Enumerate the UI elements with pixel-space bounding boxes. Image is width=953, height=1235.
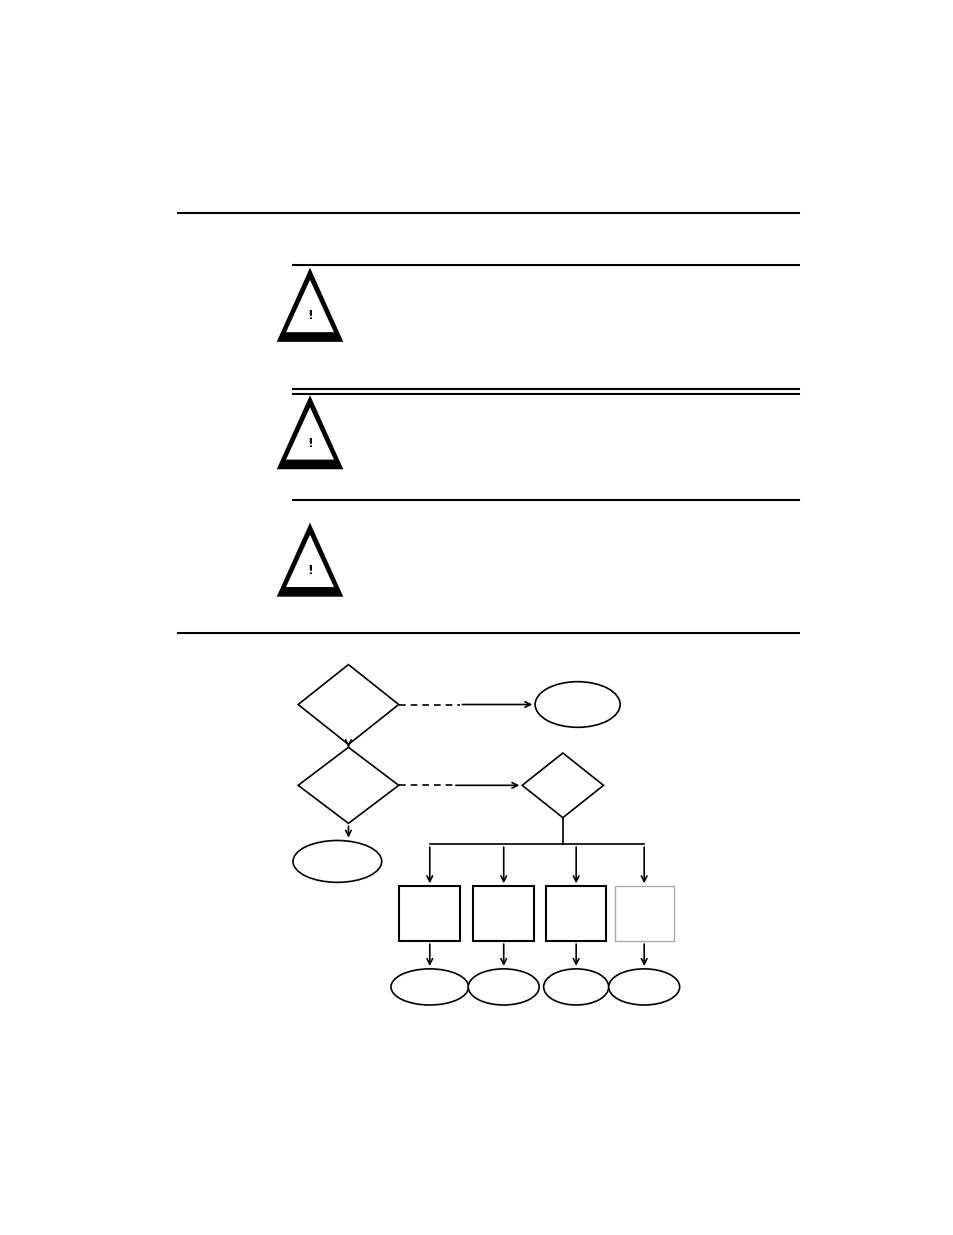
Polygon shape: [276, 395, 343, 469]
Text: !: !: [307, 437, 313, 450]
Bar: [614, 887, 673, 941]
Polygon shape: [298, 747, 398, 824]
Text: !: !: [307, 564, 313, 577]
Bar: [545, 887, 606, 941]
Bar: [473, 887, 534, 941]
Polygon shape: [521, 753, 603, 818]
Bar: [399, 887, 459, 941]
Ellipse shape: [543, 969, 608, 1005]
Polygon shape: [276, 268, 343, 342]
Ellipse shape: [535, 682, 619, 727]
Ellipse shape: [468, 969, 538, 1005]
Polygon shape: [298, 664, 398, 745]
Polygon shape: [276, 522, 343, 597]
Ellipse shape: [391, 969, 468, 1005]
Ellipse shape: [608, 969, 679, 1005]
Polygon shape: [286, 535, 334, 587]
Text: !: !: [307, 309, 313, 322]
Polygon shape: [286, 280, 334, 332]
Polygon shape: [286, 408, 334, 459]
Ellipse shape: [293, 841, 381, 882]
